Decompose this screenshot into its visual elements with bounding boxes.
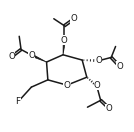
Text: O: O <box>64 81 70 90</box>
Polygon shape <box>31 54 46 62</box>
Text: O: O <box>61 36 68 45</box>
Text: O: O <box>71 14 78 23</box>
Text: O: O <box>28 51 35 60</box>
Polygon shape <box>63 40 66 55</box>
Text: O: O <box>116 62 123 71</box>
Text: O: O <box>95 56 102 65</box>
Text: F: F <box>16 97 21 106</box>
Text: O: O <box>94 81 101 90</box>
Text: O: O <box>106 104 113 113</box>
Text: O: O <box>8 52 15 61</box>
